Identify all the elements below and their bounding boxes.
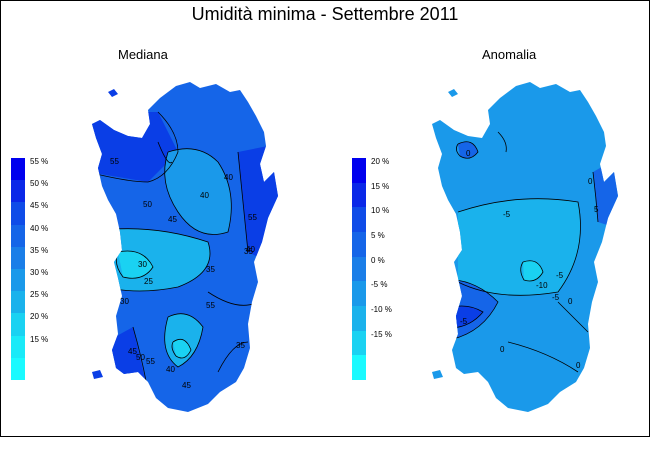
legend-anomalia: 20 % 15 % 10 % 5 % 0 % -5 % -10 % -15 %	[352, 157, 412, 381]
legend-tick-label: 0 %	[371, 255, 385, 265]
legend-swatch	[352, 306, 366, 332]
legend-swatch	[11, 246, 25, 270]
legend-swatch	[352, 207, 366, 233]
contour-label: 45	[168, 215, 177, 224]
contour-label: -5	[552, 293, 560, 302]
legend-tick-label: 55 %	[30, 157, 49, 166]
mediana-zone-south-core	[173, 339, 191, 358]
contour-label: 50	[136, 353, 145, 362]
legend-tick-label: 30 %	[30, 268, 49, 277]
mediana-zone-center	[164, 148, 232, 235]
legend-tick-label: 20 %	[30, 312, 49, 322]
anomalia-contour-labels: 0 -5 -5 0 5 0 -10 -5 -5 0 0	[460, 149, 599, 370]
anomalia-zone-east	[593, 152, 618, 232]
contour-label: 30	[138, 260, 147, 269]
mediana-islet-sw	[92, 370, 103, 379]
legend-tick-label: -10 %	[371, 305, 392, 314]
legend-swatch	[352, 355, 366, 381]
legend-swatch	[352, 281, 366, 307]
contour-label: -5	[503, 210, 511, 219]
legend-tick-label: -15 %	[371, 329, 392, 339]
legend-swatch	[352, 158, 366, 184]
contour-label: 0	[466, 149, 471, 158]
legend-tick-label: 40 %	[30, 223, 49, 233]
legend-swatch	[11, 291, 25, 314]
anomalia-islet-sw	[432, 370, 443, 379]
contour-label: 0	[588, 177, 593, 186]
contour-label: 55	[206, 301, 215, 310]
contour-label: 55	[248, 213, 257, 222]
contour-label: 35	[206, 265, 215, 274]
legend-tick-label: 50 %	[30, 179, 49, 189]
contour-label: 35	[236, 341, 245, 350]
contour-label: 40	[246, 245, 255, 254]
legend-tick-label: 20 %	[371, 157, 390, 166]
legend-tick-label: -5 %	[371, 280, 388, 290]
legend-swatch	[11, 313, 25, 337]
map-title-anomalia: Anomalia	[482, 47, 537, 62]
mediana-zone-nw	[92, 112, 178, 182]
anomalia-zone-nw	[458, 141, 478, 159]
contour-label: 50	[143, 200, 152, 209]
legend-tick-label: 35 %	[30, 245, 49, 255]
map-title-mediana: Mediana	[118, 47, 168, 62]
anomalia-islet-north	[448, 89, 458, 97]
contour-label: -10	[536, 281, 548, 290]
legend-mediana: 55 % 50 % 45 % 40 % 35 % 30 % 25 % 20 % 15 %	[11, 157, 71, 381]
contour-label: 0	[576, 361, 581, 370]
contour-label: 55	[146, 357, 155, 366]
legend-tick-label: 25 %	[30, 290, 49, 300]
contour-label: 40	[200, 191, 209, 200]
legend-tick-label: 15 %	[371, 181, 390, 191]
map-anomalia: 0 -5 -5 0 5 0 -10 -5 -5 0 0	[432, 82, 618, 412]
legend-swatch	[11, 357, 25, 381]
contour-label: 40	[224, 173, 233, 182]
legend-swatch	[11, 202, 25, 226]
legend-swatch	[11, 180, 25, 203]
legend-swatch	[352, 330, 366, 356]
figure-title: Umidità minima - Settembre 2011	[191, 4, 459, 24]
legend-tick-label: 45 %	[30, 201, 49, 211]
legend-swatch	[11, 269, 25, 292]
contour-label: 45	[128, 347, 137, 356]
contour-label: 0	[568, 297, 573, 306]
contour-label: 5	[594, 205, 599, 214]
legend-swatch	[352, 232, 366, 258]
legend-swatch	[11, 335, 25, 359]
legend-tick-label: 5 %	[371, 231, 385, 240]
legend-swatch	[352, 182, 366, 208]
contour-label: 35	[244, 247, 253, 256]
legend-swatch	[11, 224, 25, 248]
anomalia-zone-center-core	[523, 260, 543, 281]
legend-tick-label: 10 %	[371, 206, 390, 216]
contour-label: -5	[556, 271, 564, 280]
contour-label: 40	[166, 365, 175, 374]
anomalia-zone-center	[458, 198, 581, 296]
contour-label: 25	[144, 277, 153, 286]
legend-swatch	[352, 256, 366, 282]
contour-label: -5	[460, 317, 468, 326]
contour-label: 45	[182, 381, 191, 390]
mediana-zone-west-core	[118, 251, 153, 279]
contour-label: 0	[500, 345, 505, 354]
legend-tick-label: 15 %	[30, 334, 49, 344]
mediana-islet-north	[108, 89, 118, 97]
contour-label: 30	[120, 297, 129, 306]
legend-swatch	[11, 158, 25, 181]
contour-label: 55	[110, 157, 119, 166]
